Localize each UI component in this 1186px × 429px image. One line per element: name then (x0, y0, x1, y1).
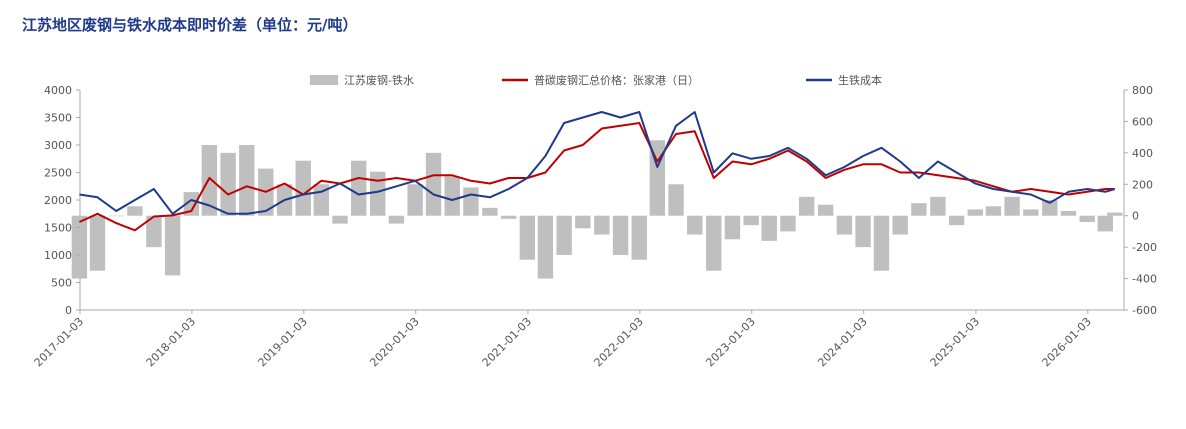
legend-label-scrap: 普碳废钢汇总价格：张家港（日） (534, 73, 699, 87)
spread-bar (370, 171, 386, 216)
right-y-tick-label: 800 (1132, 84, 1153, 97)
spread-bar (594, 215, 610, 235)
spread-bar (1107, 212, 1123, 216)
x-axis: 2017-01-03 2018-01-03 2019-01-03 2020-01-03… (32, 310, 1094, 369)
legend: 江苏废钢-铁水 普碳废钢汇总价格：张家港（日） 生铁成本 (310, 73, 882, 87)
legend-label-bar: 江苏废钢-铁水 (344, 73, 414, 87)
x-tick-label: 2018-01-03 (144, 315, 198, 369)
right-y-tick-label: -600 (1132, 304, 1157, 317)
right-y-tick-label: -400 (1132, 273, 1157, 286)
spread-bar (817, 204, 834, 216)
spread-bar (930, 196, 946, 216)
spread-bar (500, 215, 517, 219)
spread-bar (164, 215, 181, 276)
spread-bar (89, 215, 106, 271)
spread-bar (407, 184, 423, 216)
left-y-tick-label: 500 (51, 277, 72, 290)
spread-bar (351, 160, 367, 216)
spread-bar (1079, 215, 1095, 222)
x-tick-label: 2019-01-03 (256, 315, 310, 369)
x-tick-label: 2017-01-03 (32, 315, 86, 369)
spread-bar (146, 215, 162, 248)
spread-bar (892, 215, 908, 235)
left-y-tick-label: 2500 (44, 167, 72, 180)
right-y-tick-label: 600 (1132, 115, 1153, 128)
spread-bar (201, 145, 218, 216)
spread-bar (631, 215, 647, 260)
spread-bar (239, 145, 255, 216)
spread-bar (1004, 196, 1020, 216)
spread-bar (706, 215, 722, 271)
spread-bar (687, 215, 703, 235)
spread-bar (668, 184, 684, 216)
line-series (78, 111, 1116, 232)
spread-bar (575, 215, 591, 229)
pig-iron-cost-line (79, 111, 1116, 215)
spread-bar (985, 206, 1002, 216)
left-y-tick-label: 4000 (44, 84, 72, 97)
spread-bar (1060, 211, 1077, 216)
spread-bar (332, 215, 348, 224)
spread-bar (463, 187, 479, 216)
spread-bar (425, 152, 442, 216)
right-y-tick-label: -200 (1132, 241, 1157, 254)
spread-bar (1097, 215, 1113, 232)
left-y-tick-label: 2000 (44, 194, 72, 207)
spread-bar (71, 215, 88, 279)
x-tick-label: 2025-01-03 (928, 315, 982, 369)
spread-bar (388, 215, 405, 224)
spread-bar (1023, 209, 1039, 216)
spread-bar (612, 215, 629, 255)
spread-bar (724, 215, 741, 240)
x-tick-label: 2024-01-03 (815, 315, 869, 369)
spread-bar (482, 207, 498, 216)
spread-bar (1042, 200, 1058, 216)
x-tick-label: 2023-01-03 (703, 315, 757, 369)
left-y-tick-label: 1500 (44, 222, 72, 235)
right-y-tick-label: 400 (1132, 147, 1153, 160)
spread-bar (743, 215, 759, 226)
spread-bar (911, 203, 927, 216)
left-y-tick-label: 3000 (44, 139, 72, 152)
spread-bar (836, 215, 853, 235)
spread-bar (967, 209, 983, 216)
spread-bar (537, 215, 554, 279)
scrap-price-line (78, 122, 1115, 232)
left-y-tick-label: 1000 (44, 249, 72, 262)
left-y-axis: 0 500 1000 1500 2000 2500 3000 3500 4000 (44, 84, 80, 317)
right-y-axis: -600 -400 -200 0 200 400 600 800 (1124, 84, 1157, 317)
x-tick-label: 2026-01-03 (1040, 315, 1094, 369)
x-tick-label: 2020-01-03 (367, 315, 421, 369)
right-y-tick-label: 200 (1132, 178, 1153, 191)
x-tick-label: 2021-01-03 (480, 315, 534, 369)
spread-bar (873, 215, 890, 271)
spread-bar (798, 196, 815, 216)
spread-bar (948, 215, 965, 226)
chart-title: 江苏地区废钢与铁水成本即时价差（单位：元/吨） (22, 16, 358, 34)
spread-bar (220, 152, 236, 216)
spread-bar (444, 176, 460, 216)
left-y-tick-label: 0 (65, 304, 72, 317)
axes-frame (79, 90, 1125, 311)
spread-bar (127, 206, 143, 216)
spread-bar (519, 215, 536, 260)
spread-bar (761, 215, 777, 241)
legend-label-pigiron: 生铁成本 (838, 73, 882, 87)
spread-bar (108, 215, 124, 217)
spread-bar (780, 215, 796, 232)
legend-swatch-bar (310, 75, 338, 85)
x-tick-label: 2022-01-03 (592, 315, 646, 369)
spread-bar (556, 215, 572, 255)
spread-bar (295, 160, 311, 216)
right-y-tick-label: 0 (1132, 210, 1139, 223)
spread-bar (855, 215, 871, 248)
bar-series (71, 140, 1123, 279)
spread-bar (183, 192, 199, 216)
left-y-tick-label: 3500 (44, 112, 72, 125)
